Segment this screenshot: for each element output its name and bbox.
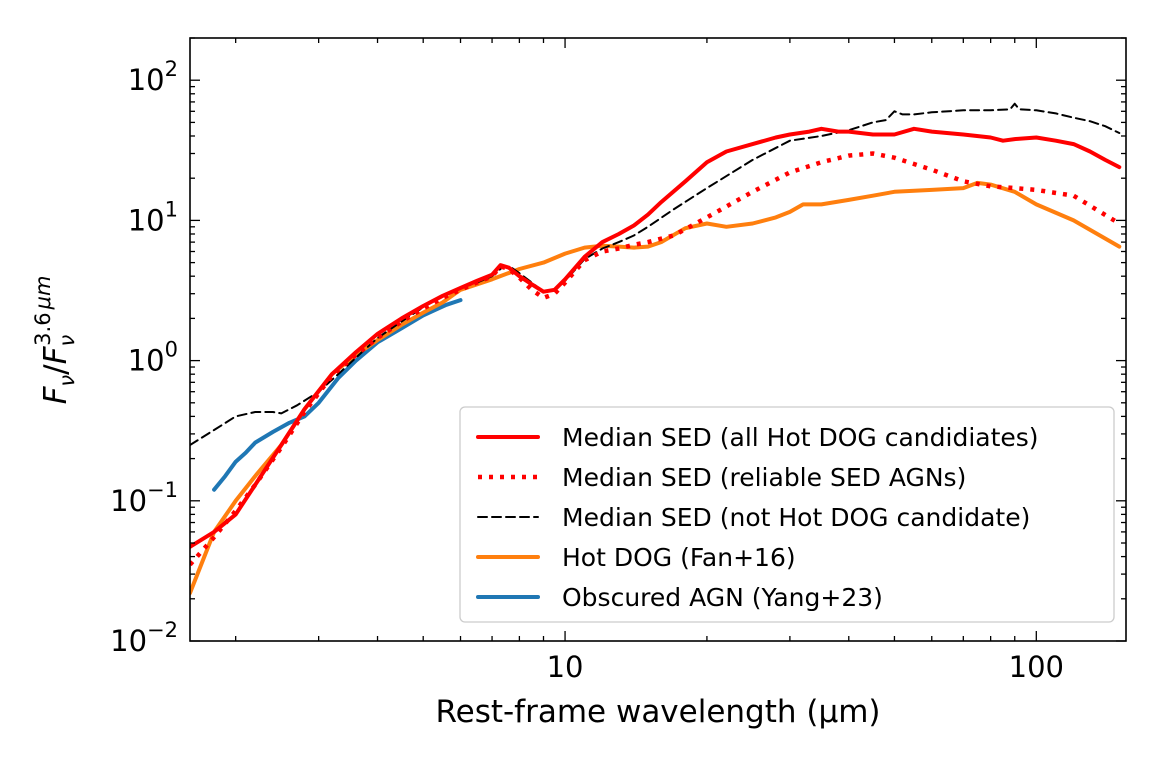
y-tick-label: 100: [128, 338, 178, 378]
series-line: [190, 126, 1122, 549]
y-tick-label: 10−2: [110, 618, 178, 658]
legend-label: Median SED (not Hot DOG candidate): [562, 503, 1030, 532]
legend-frame: [459, 406, 1115, 623]
series-line: [190, 102, 1121, 446]
tick-labels-layer: 10 100 10−2 10−1 100 101 102: [110, 57, 1064, 684]
x-tick-label: 100: [1009, 650, 1064, 684]
legend-label: Hot DOG (Fan+16): [562, 543, 796, 572]
legend: Median SED (all Hot DOG candidiates) Medi…: [459, 406, 1115, 623]
x-axis-title: Rest-frame wavelength (μm): [435, 694, 880, 730]
x-tick-label: 10: [547, 650, 584, 684]
legend-label: Median SED (reliable SED AGNs): [562, 463, 966, 492]
y-tick-label: 102: [128, 57, 178, 97]
series-line: [212, 298, 463, 492]
y-tick-label: 10−1: [110, 478, 178, 518]
ticks-layer: [190, 37, 1126, 642]
legend-label: Obscured AGN (Yang+23): [562, 583, 883, 612]
y-tick-label: 101: [128, 197, 178, 237]
y-axis-title: Fν/Fν3.6μm: [31, 276, 79, 405]
plot-frame: [189, 37, 1127, 642]
legend-label: Median SED (all Hot DOG candidiates): [562, 423, 1039, 452]
series-layer: [190, 102, 1122, 595]
